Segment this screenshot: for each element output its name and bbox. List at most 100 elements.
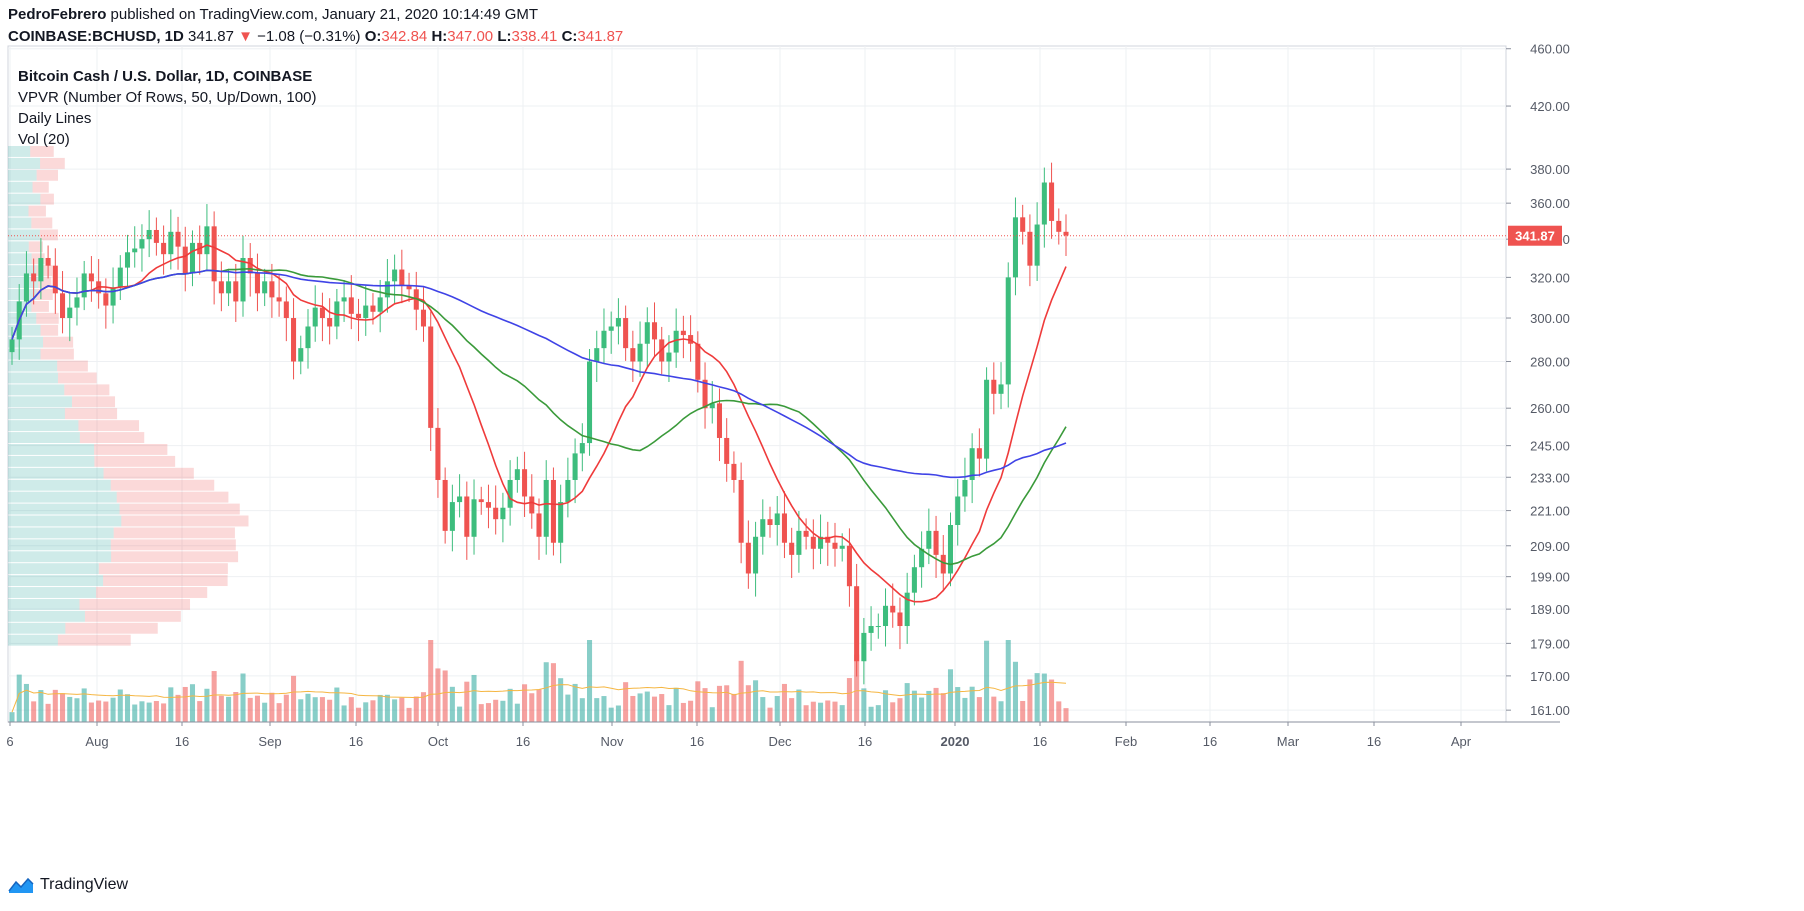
volume-bar	[515, 704, 520, 722]
volume-bar	[710, 707, 715, 722]
volume-bar	[197, 701, 202, 722]
tradingview-logo[interactable]: TradingView	[8, 876, 128, 894]
candle-body	[681, 331, 686, 335]
volume-bar	[876, 705, 881, 722]
legend-daily-lines[interactable]: Daily Lines	[18, 108, 316, 129]
volume-bar	[414, 696, 419, 722]
candle-body	[53, 266, 58, 294]
volume-bar	[479, 704, 484, 722]
volume-bar	[96, 701, 101, 722]
vp-bar-up	[8, 587, 96, 598]
candle-body	[890, 606, 895, 613]
volume-bar	[609, 708, 614, 722]
candle-body	[450, 502, 455, 531]
candle-body	[89, 273, 94, 281]
volume-bar	[183, 687, 188, 722]
volume-bar	[464, 682, 469, 722]
time-tick-label: 16	[858, 734, 872, 749]
volume-bar	[1056, 701, 1061, 722]
candle-body	[500, 508, 505, 519]
candle	[551, 468, 556, 556]
vp-bar-down	[58, 635, 131, 646]
candle-body	[363, 306, 368, 318]
volume-bar	[363, 702, 368, 722]
volume-bar	[753, 680, 758, 722]
candle-body	[342, 297, 347, 301]
volume-bar	[782, 684, 787, 722]
volume-bar	[356, 708, 361, 722]
legend-volume[interactable]: Vol (20)	[18, 129, 316, 150]
candle-body	[226, 281, 231, 293]
volume-bar	[428, 640, 433, 722]
volume-bar	[204, 689, 209, 722]
vp-bar-down	[94, 444, 167, 455]
candle-body	[1049, 183, 1054, 221]
volume-bar	[176, 695, 181, 722]
vp-bar-down	[33, 182, 49, 193]
volume-bar	[962, 698, 967, 722]
volume-bar	[681, 703, 686, 722]
candle-body	[753, 537, 758, 574]
candle-body	[638, 344, 643, 362]
price-tick-label: 221.00	[1530, 504, 1570, 519]
candle-body	[731, 464, 736, 480]
volume-bar	[890, 702, 895, 722]
vp-bar-up	[8, 551, 111, 562]
candle-body	[616, 318, 621, 326]
volume-bar	[666, 705, 671, 722]
candle-body	[212, 226, 217, 281]
volume-bar	[825, 700, 830, 722]
volume-bar	[854, 655, 859, 722]
time-tick-label: 16	[175, 734, 189, 749]
volume-bar	[219, 696, 224, 722]
volume-bar	[919, 698, 924, 722]
volume-bar	[573, 684, 578, 722]
time-tick-label: 16	[1033, 734, 1047, 749]
candle-body	[168, 232, 173, 254]
candle-body	[486, 502, 491, 508]
candle-body	[67, 308, 72, 318]
legend-vpvr[interactable]: VPVR (Number Of Rows, 50, Up/Down, 100)	[18, 87, 316, 108]
candle-body	[204, 226, 209, 254]
volume-bar	[118, 690, 123, 722]
candle-body	[854, 586, 859, 661]
vp-bar-up	[8, 456, 94, 467]
candle-body	[240, 258, 245, 301]
volume-bar	[349, 697, 354, 722]
volume-bar	[760, 697, 765, 722]
candle-body	[248, 258, 253, 273]
volume-bar	[811, 702, 816, 722]
price-tick-label: 170.00	[1530, 669, 1570, 684]
volume-bar	[905, 683, 910, 722]
candle-body	[832, 543, 837, 549]
vp-bar-up	[8, 325, 41, 336]
volume-bar	[832, 702, 837, 722]
vp-bar-down	[72, 396, 115, 407]
candle-body	[428, 326, 433, 427]
candle-body	[926, 531, 931, 549]
legend-title[interactable]: Bitcoin Cash / U.S. Dollar, 1D, COINBASE	[18, 66, 316, 87]
candle-body	[840, 546, 845, 549]
vp-bar-down	[31, 218, 52, 229]
candle-body	[724, 438, 729, 464]
volume-bar	[775, 696, 780, 722]
volume-bar	[139, 701, 144, 722]
time-tick-label: Apr	[1451, 734, 1472, 749]
candle-body	[118, 268, 123, 288]
volume-bar	[248, 698, 253, 722]
candle-body	[573, 453, 578, 480]
time-tick-label: 2020	[941, 734, 970, 749]
vp-bar-up	[8, 218, 31, 229]
vp-bar-down	[65, 623, 157, 634]
vp-bar-up	[8, 563, 99, 574]
candle-body	[948, 525, 953, 573]
volume-bar	[262, 703, 267, 722]
volume-bar	[1027, 679, 1032, 722]
volume-bar	[342, 705, 347, 722]
candle-body	[472, 499, 477, 536]
volume-bar	[984, 641, 989, 722]
candle-body	[125, 252, 130, 267]
vp-bar-down	[43, 337, 73, 348]
vp-bar-up	[8, 575, 103, 586]
volume-bar	[674, 688, 679, 722]
